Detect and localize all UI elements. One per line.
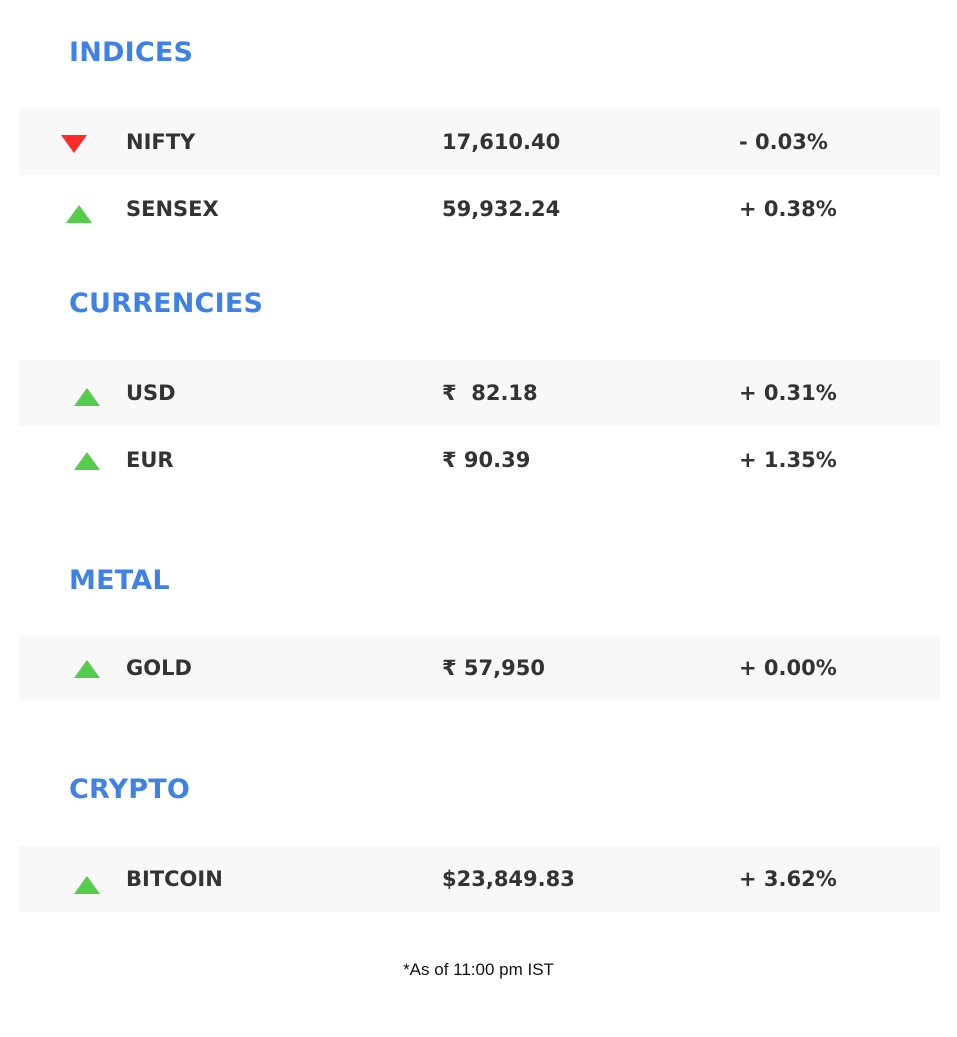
instrument-change: - 0.03% xyxy=(739,130,828,154)
instrument-name: EUR xyxy=(126,448,174,472)
market-row-usd: USD ₹ 82.18 + 0.31% xyxy=(19,360,940,426)
instrument-name: BITCOIN xyxy=(126,867,223,891)
market-row-bitcoin: BITCOIN $23,849.83 + 3.62% xyxy=(19,846,940,912)
instrument-price: 59,932.24 xyxy=(442,197,561,221)
market-row-eur: EUR ₹ 90.39 + 1.35% xyxy=(19,427,940,493)
section-title-indices: INDICES xyxy=(69,37,194,68)
instrument-price: $23,849.83 xyxy=(442,867,575,891)
instrument-name: USD xyxy=(126,381,176,405)
up-triangle-icon xyxy=(66,205,92,223)
instrument-change: + 3.62% xyxy=(739,867,837,891)
market-row-gold: GOLD ₹ 57,950 + 0.00% xyxy=(19,635,940,701)
section-title-currencies: CURRENCIES xyxy=(69,288,264,319)
section-title-crypto: CRYPTO xyxy=(69,774,191,805)
instrument-change: + 0.31% xyxy=(739,381,837,405)
up-triangle-icon xyxy=(74,660,100,678)
instrument-price: 17,610.40 xyxy=(442,130,561,154)
market-row-sensex: SENSEX 59,932.24 + 0.38% xyxy=(19,176,940,242)
up-triangle-icon xyxy=(74,876,100,894)
instrument-change: + 0.38% xyxy=(739,197,837,221)
instrument-change: + 1.35% xyxy=(739,448,837,472)
section-title-metal: METAL xyxy=(69,565,170,596)
up-triangle-icon xyxy=(74,388,100,406)
instrument-price: ₹ 57,950 xyxy=(442,656,545,680)
market-row-nifty: NIFTY 17,610.40 - 0.03% xyxy=(19,109,940,175)
up-triangle-icon xyxy=(74,452,100,470)
instrument-name: GOLD xyxy=(126,656,192,680)
instrument-name: SENSEX xyxy=(126,197,219,221)
instrument-name: NIFTY xyxy=(126,130,196,154)
timestamp-footnote: *As of 11:00 pm IST xyxy=(403,960,554,979)
down-triangle-icon xyxy=(61,135,87,153)
instrument-change: + 0.00% xyxy=(739,656,837,680)
instrument-price: ₹ 82.18 xyxy=(442,381,538,405)
instrument-price: ₹ 90.39 xyxy=(442,448,531,472)
